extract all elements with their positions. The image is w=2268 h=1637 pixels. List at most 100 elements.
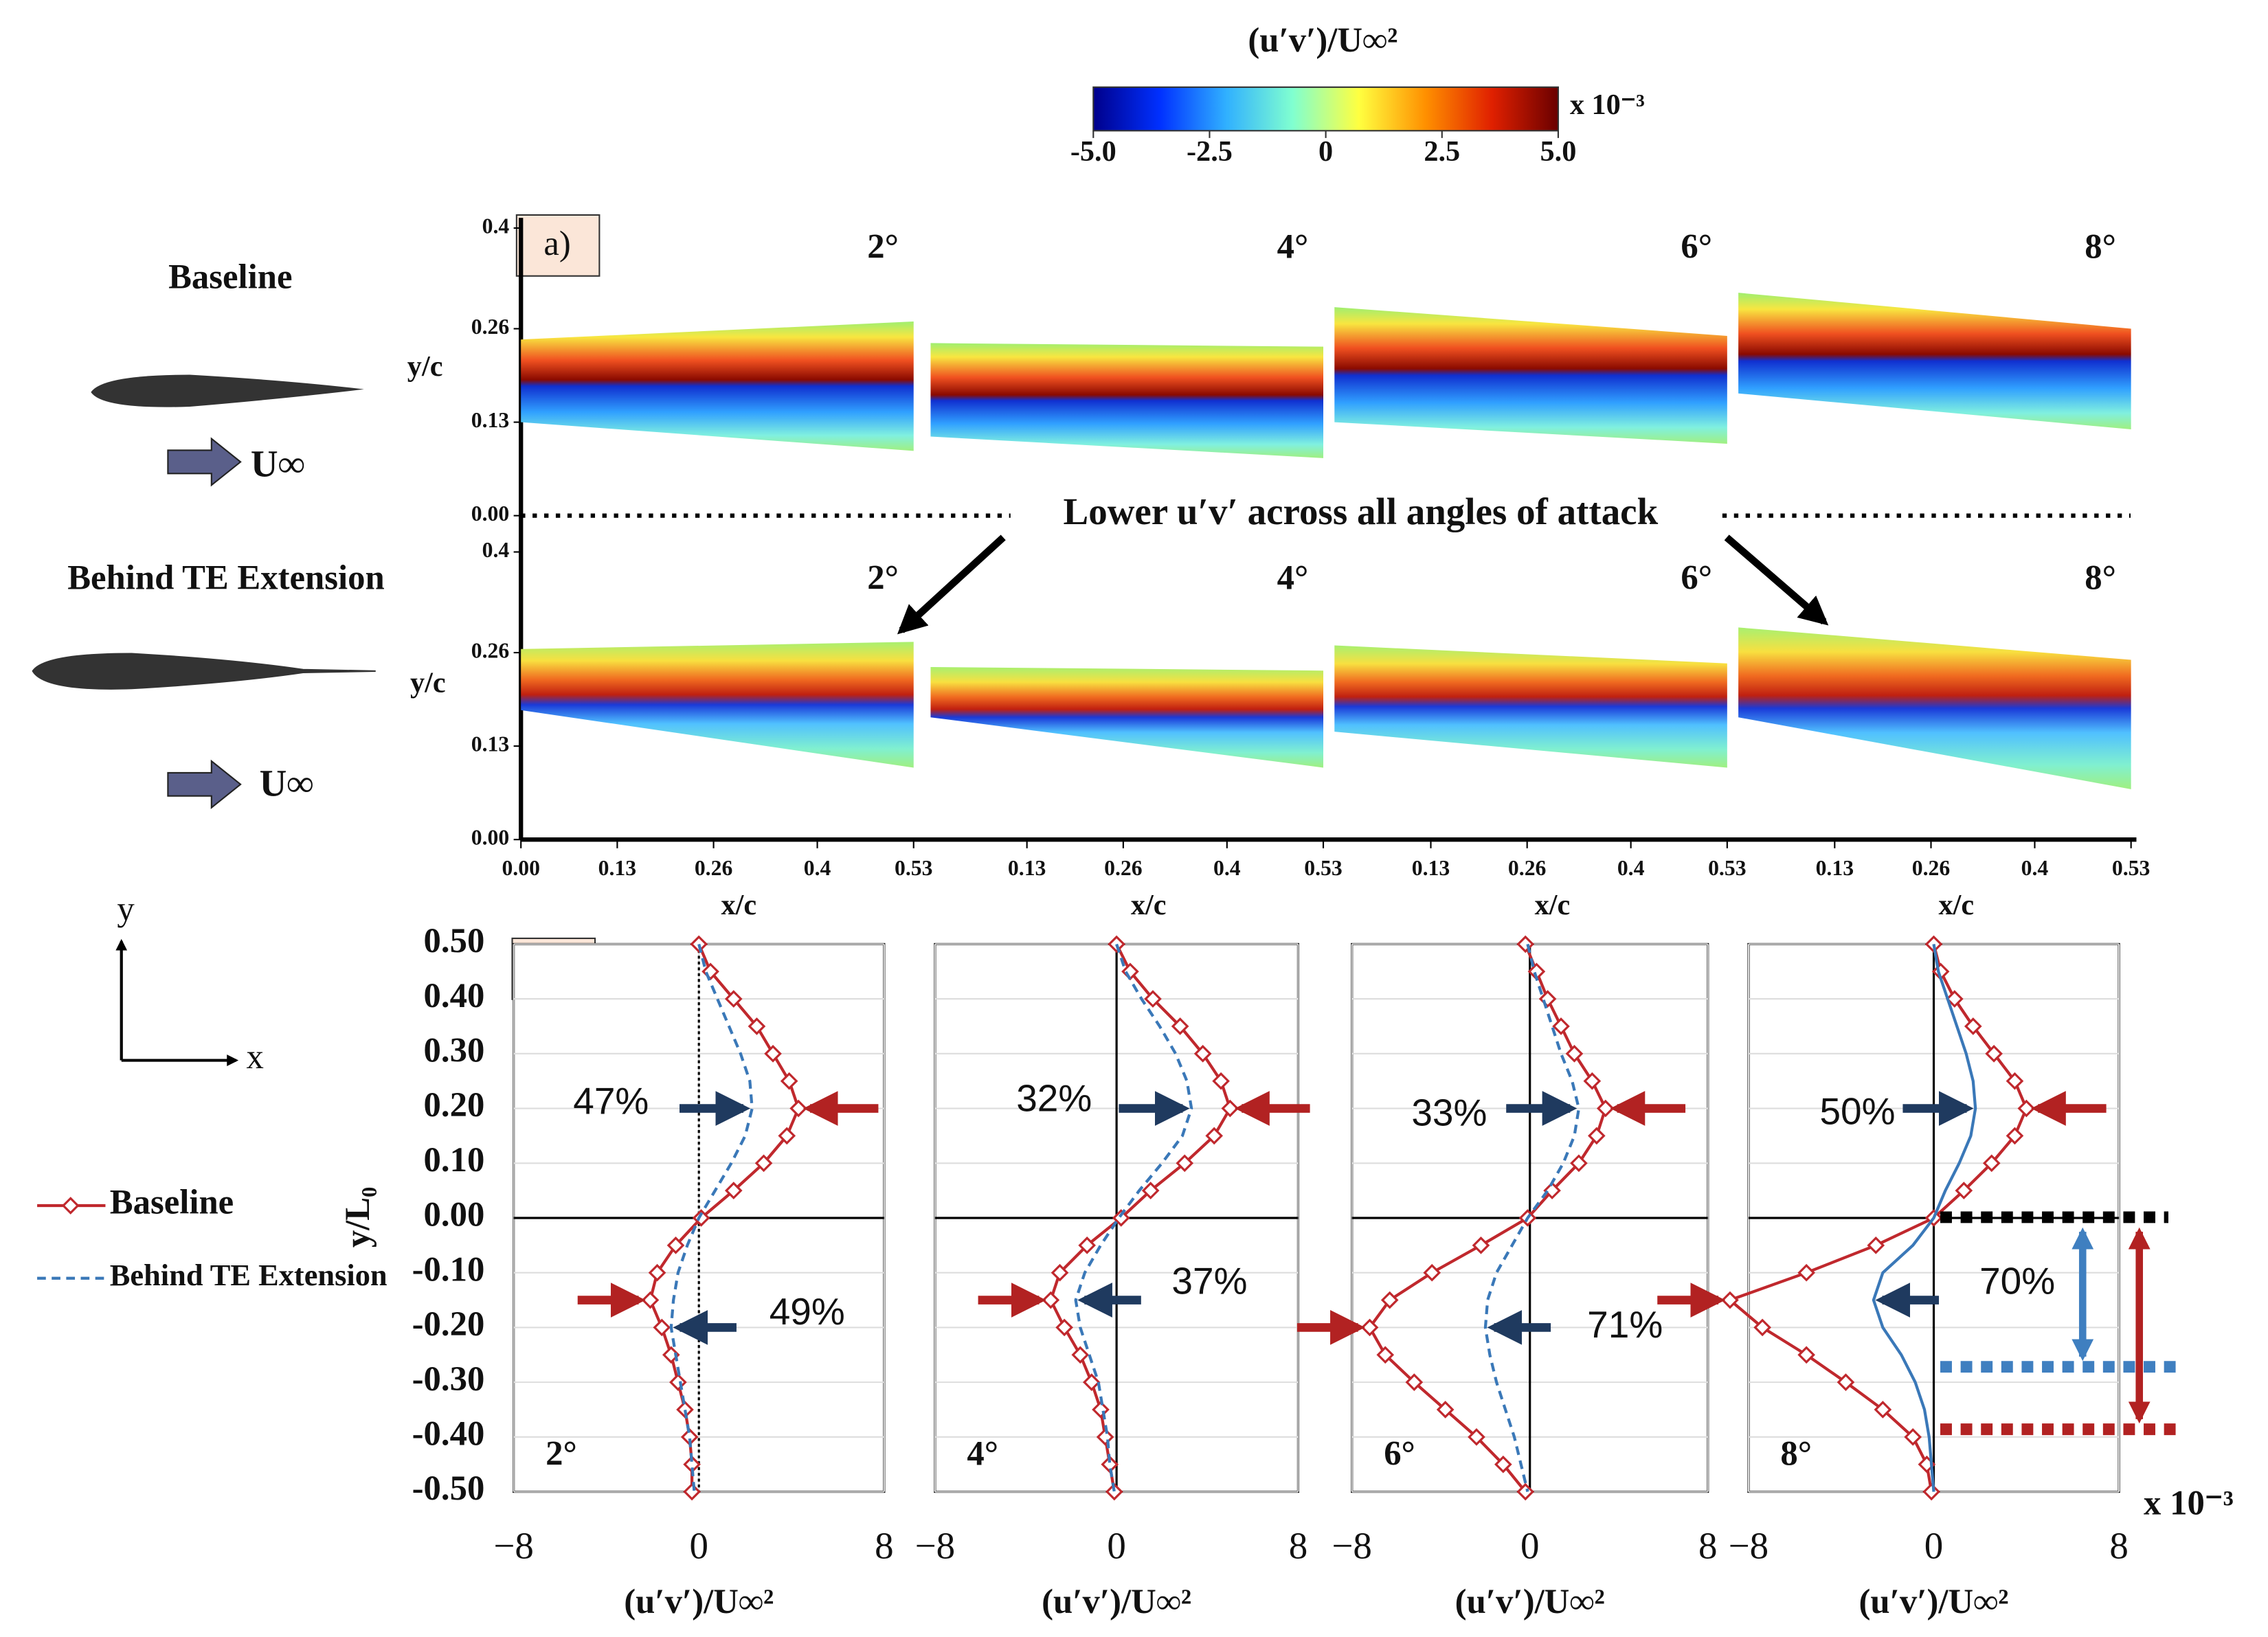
y-tick-label: -0.30	[412, 1359, 485, 1398]
airfoil-extension	[32, 653, 376, 690]
marker	[666, 1237, 685, 1254]
marker	[1176, 1154, 1194, 1173]
marker	[683, 1482, 701, 1501]
x-tick-label: 0.00	[502, 856, 539, 880]
x-tick-label: 0.26	[1104, 856, 1142, 880]
flow-label: U∞	[260, 763, 314, 804]
panel-label-box	[515, 214, 600, 277]
marker	[1494, 1455, 1512, 1474]
angle-label: 4°	[1277, 227, 1309, 265]
marker	[1405, 1373, 1424, 1391]
marker	[1982, 1154, 2001, 1173]
y-tick-label: 0.13	[471, 408, 509, 432]
marker	[1964, 1017, 1982, 1035]
marker	[724, 1182, 743, 1199]
percent-label: 37%	[1171, 1260, 1247, 1302]
colorbar-tick-label: 5.0	[1540, 135, 1577, 168]
marker	[1837, 1373, 1855, 1391]
row-title: Baseline	[168, 258, 292, 296]
colorbar-tick-label: -2.5	[1187, 135, 1233, 168]
x-tick-label: 0	[1924, 1525, 1943, 1567]
marker	[1904, 1428, 1922, 1446]
y-tick-label: 0.50	[424, 921, 485, 960]
row-title: Behind TE Extension	[67, 558, 384, 596]
x-tick-label: 0.4	[804, 856, 831, 880]
marker	[1205, 1127, 1224, 1145]
marker	[1946, 990, 1964, 1008]
marker	[748, 1017, 766, 1035]
y-tick-label: -0.40	[412, 1414, 485, 1452]
marker	[662, 1346, 680, 1364]
annotation: Lower u′v′ across all angles of attack	[1064, 490, 1659, 532]
x-tick-label: 0.4	[1617, 856, 1645, 880]
marker	[1144, 990, 1162, 1008]
marker	[1543, 1182, 1561, 1199]
x-axis-label: x/c	[1131, 889, 1167, 921]
angle-label: 2°	[867, 558, 899, 596]
x-tick-label: 0.13	[598, 856, 636, 880]
marker	[764, 1045, 782, 1063]
x-axis-label: x/c	[721, 889, 757, 921]
colorbar-tick-label: 0	[1318, 135, 1333, 168]
y-tick-label: 0.10	[424, 1140, 485, 1179]
x-tick-label: 0.26	[695, 856, 732, 880]
colorbar-tick-label: 2.5	[1424, 135, 1460, 168]
chart-title: 8°	[1780, 1434, 1812, 1472]
marker	[1105, 1482, 1123, 1501]
x-axis-label: x/c	[1938, 889, 1974, 921]
flow-arrow	[167, 437, 242, 487]
legend-swatch	[61, 1197, 80, 1215]
marker	[1141, 1182, 1160, 1199]
wake-field	[930, 666, 1324, 768]
chart-title: 6°	[1384, 1434, 1415, 1472]
series-line	[1074, 943, 1193, 1492]
marker	[1516, 1482, 1535, 1501]
x-tick-label: −8	[915, 1525, 956, 1567]
chart-title: 2°	[546, 1434, 577, 1472]
x-tick-label: 0.26	[1912, 856, 1950, 880]
marker	[1051, 1263, 1069, 1282]
marker	[2006, 1072, 2024, 1090]
marker	[780, 1072, 798, 1090]
x-axis-label: (u′v′)/U∞²	[624, 1582, 774, 1621]
wake-field	[1738, 293, 2131, 430]
chart-title: 4°	[967, 1434, 998, 1472]
marker	[1082, 1373, 1101, 1391]
y-axis-label: y/L₀	[338, 1187, 377, 1248]
marker	[1570, 1154, 1588, 1173]
wake-field	[1334, 307, 1727, 444]
y-tick-label: 0.00	[471, 825, 509, 849]
marker	[724, 990, 743, 1008]
x-tick-label: 8	[1289, 1525, 1307, 1567]
angle-label: 8°	[2085, 558, 2116, 596]
y-tick-label: 0.40	[424, 976, 485, 1015]
x-tick-label: 0.13	[1008, 856, 1046, 880]
marker	[1516, 935, 1535, 953]
series-line	[1872, 944, 1977, 1492]
y-tick-label: 0.4	[482, 214, 510, 238]
marker	[1436, 1401, 1455, 1419]
wake-field	[930, 343, 1324, 458]
y-tick-label: -0.10	[412, 1250, 485, 1288]
x-axis-label: (u′v′)/U∞²	[1042, 1582, 1191, 1621]
marker	[1055, 1318, 1073, 1337]
percent-label: 70%	[1979, 1260, 2055, 1302]
wake-field	[1738, 627, 2131, 789]
x-tick-label: 0.4	[1213, 856, 1241, 880]
panel-label: a)	[543, 224, 570, 262]
wake-field	[521, 642, 914, 768]
flow-label: U∞	[251, 442, 305, 484]
legend-label: Baseline	[110, 1183, 234, 1221]
axis-icon-x-label: x	[247, 1037, 264, 1076]
annotation-arrow	[897, 534, 1006, 635]
x-tick-label: −8	[493, 1525, 534, 1567]
marker	[1078, 1237, 1096, 1254]
marker	[1071, 1346, 1090, 1364]
wake-field	[1334, 645, 1727, 768]
angle-label: 2°	[867, 227, 899, 265]
wake-field	[521, 321, 914, 451]
marker	[1096, 1428, 1114, 1446]
y-tick-label: -0.20	[412, 1305, 485, 1343]
colorbar-tick-label: -5.0	[1070, 135, 1116, 168]
